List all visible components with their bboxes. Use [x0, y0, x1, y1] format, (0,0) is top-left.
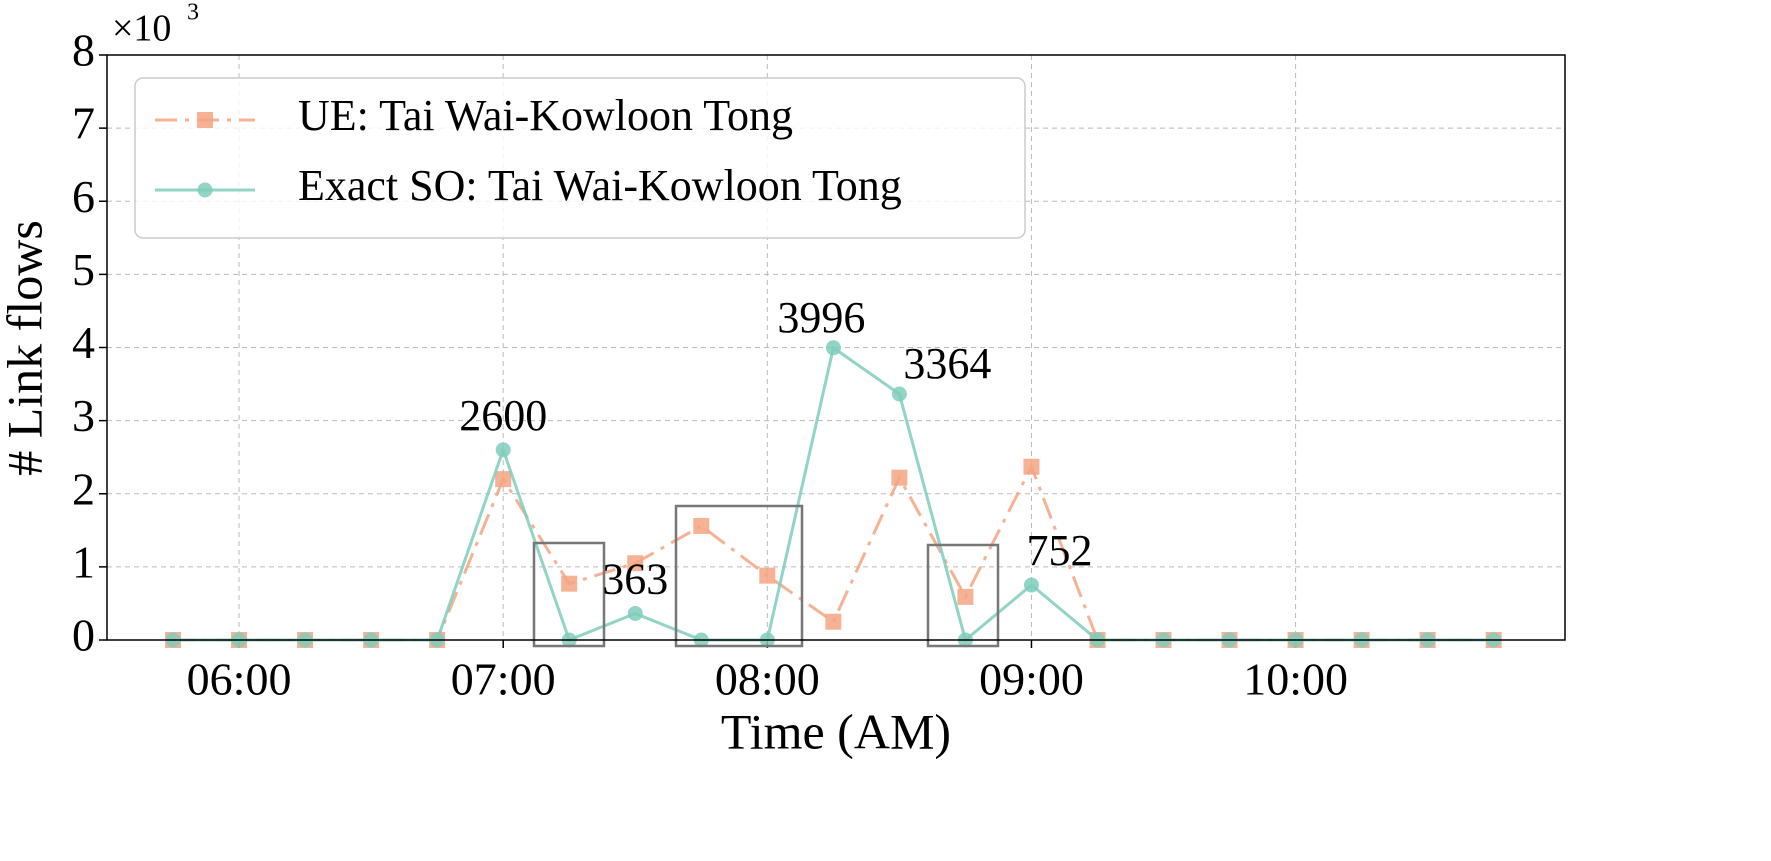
- marker: [891, 386, 907, 402]
- marker: [627, 555, 644, 572]
- marker: [825, 613, 842, 630]
- highlight-box: [674, 504, 804, 648]
- y-axis-label: # Link flows: [0, 220, 52, 476]
- marker: [759, 567, 776, 584]
- x-tick-label: 06:00: [187, 654, 292, 705]
- legend-label: UE: Tai Wai-Kowloon Tong: [298, 91, 793, 140]
- legend: UE: Tai Wai-Kowloon Tong Exact SO: Tai Wa…: [134, 77, 1026, 239]
- marker: [1023, 458, 1040, 475]
- y-scale-exponent: 3: [187, 0, 199, 26]
- y-tick-label: 2: [72, 463, 95, 514]
- data-label: 3364: [903, 339, 991, 388]
- highlight-box: [926, 543, 1000, 648]
- highlight-box: [532, 541, 606, 648]
- y-tick-label: 6: [72, 171, 95, 222]
- highlight-boxes: [532, 504, 1000, 648]
- legend-marker: [197, 112, 213, 128]
- legend-box: [134, 77, 1026, 239]
- data-label: 3996: [777, 293, 865, 342]
- marker: [693, 517, 710, 534]
- y-tick-label: 7: [72, 98, 95, 149]
- data-label: 2600: [459, 391, 547, 440]
- marker: [495, 471, 512, 488]
- x-tick-label: 09:00: [979, 654, 1084, 705]
- y-tick-label: 4: [72, 317, 95, 368]
- marker: [495, 442, 511, 458]
- data-label: 752: [1026, 526, 1092, 575]
- x-tick-label: 07:00: [451, 654, 556, 705]
- marker: [1023, 577, 1039, 593]
- y-tick-label: 0: [72, 610, 95, 661]
- x-tick-label: 10:00: [1243, 654, 1348, 705]
- plot-frame: [106, 54, 1566, 641]
- y-tick-label: 3: [72, 390, 95, 441]
- marker: [561, 575, 578, 592]
- y-tick-label: 8: [72, 25, 95, 76]
- x-axis-label: Time (AM): [721, 703, 951, 759]
- legend-marker: [197, 182, 213, 198]
- y-tick-label: 1: [72, 536, 95, 587]
- legend-label: Exact SO: Tai Wai-Kowloon Tong: [298, 161, 902, 210]
- marker: [891, 469, 908, 486]
- data-label: 363: [602, 555, 668, 604]
- lines: [165, 340, 1502, 648]
- marker: [825, 340, 841, 356]
- y-scale-base: ×10: [112, 8, 171, 50]
- marker: [957, 588, 974, 605]
- y-tick-label: 5: [72, 244, 95, 295]
- marker: [627, 605, 643, 621]
- x-tick-label: 08:00: [715, 654, 820, 705]
